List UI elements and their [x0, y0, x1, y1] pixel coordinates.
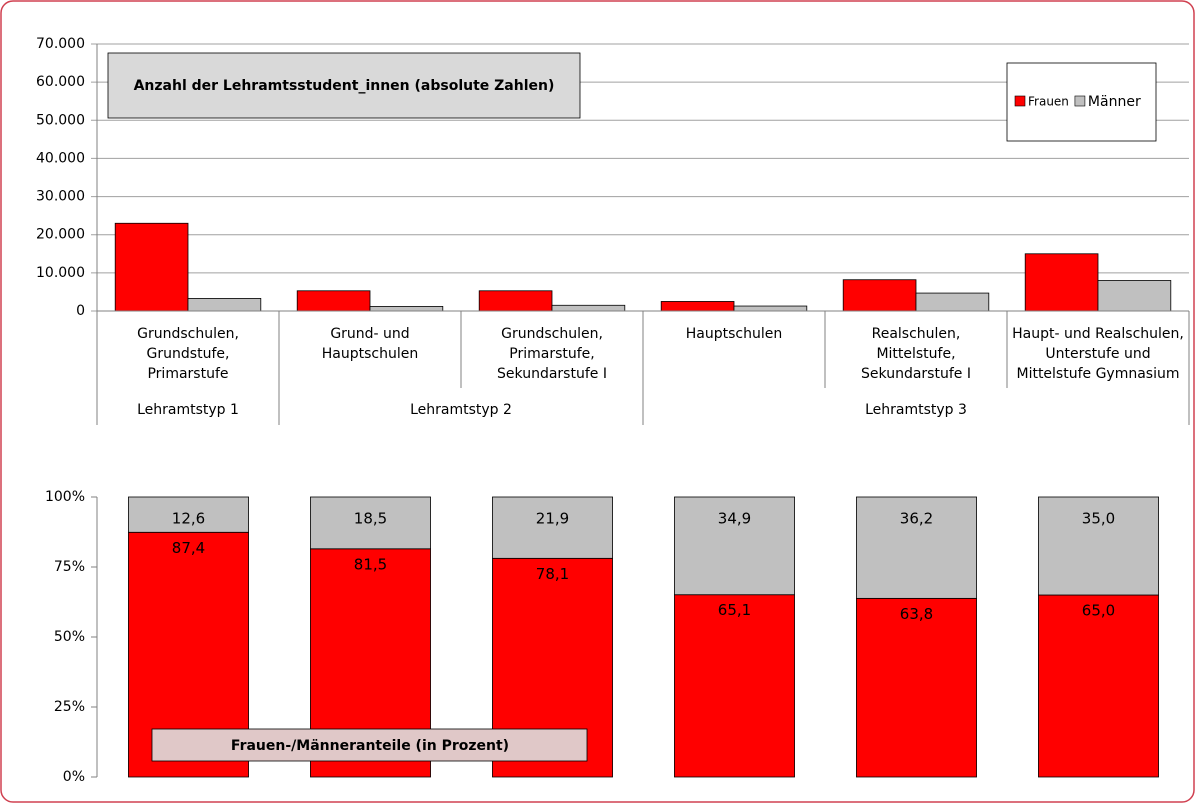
- legend-label: Männer: [1088, 94, 1141, 110]
- bar-segment: [856, 597, 977, 778]
- group-label: Lehramtstyp 1: [137, 402, 239, 418]
- data-label: 87,4: [172, 539, 205, 557]
- y-tick-label: 50.000: [36, 112, 85, 128]
- bar-segment: [1038, 496, 1159, 596]
- data-label: 34,9: [718, 510, 751, 528]
- group-label: Lehramtstyp 3: [865, 402, 967, 418]
- y-tick-label: 40.000: [36, 150, 85, 166]
- y-tick-label: 70.000: [36, 36, 85, 52]
- legend-swatch: [1014, 95, 1026, 107]
- y-tick-label: 30.000: [36, 189, 85, 205]
- data-label: 35,0: [1082, 510, 1115, 528]
- bar-segment: [674, 496, 795, 596]
- bar-segment: [492, 496, 613, 559]
- x-tick-label: Grundschulen, Primarstufe, Sekundarstufe I: [497, 326, 607, 382]
- x-tick-label: Realschulen, Mittelstufe, Sekundarstufe I: [861, 326, 971, 382]
- data-label: 36,2: [900, 510, 933, 528]
- y-tick-label: 0%: [63, 769, 85, 785]
- bar: [660, 301, 735, 312]
- bar-segment: [310, 496, 431, 550]
- bar-segment: [128, 496, 249, 533]
- data-label: 12,6: [172, 510, 205, 528]
- bar: [187, 298, 262, 312]
- y-tick-label: 0: [76, 303, 85, 319]
- bar-segment: [856, 496, 977, 599]
- bar: [1097, 280, 1172, 312]
- y-tick-label: 10.000: [36, 265, 85, 281]
- chart-title: Frauen-/Männeranteile (in Prozent): [231, 738, 509, 754]
- bar: [296, 290, 371, 312]
- x-tick-label: Grundschulen, Grundstufe, Primarstufe: [137, 326, 239, 382]
- data-label: 65,1: [718, 601, 751, 619]
- bar: [842, 279, 917, 312]
- legend-swatch: [1074, 95, 1086, 107]
- x-tick-label: Hauptschulen: [686, 326, 782, 342]
- bar: [733, 305, 808, 312]
- bar: [114, 222, 189, 312]
- title-box: [107, 52, 581, 119]
- data-label: 65,0: [1082, 602, 1115, 620]
- group-label: Lehramtstyp 2: [410, 402, 512, 418]
- bar: [478, 290, 553, 312]
- title-box: [151, 728, 588, 762]
- bar: [1024, 253, 1099, 312]
- chart-title: Anzahl der Lehramtsstudent_innen (absolu…: [134, 78, 555, 94]
- x-tick-label: Haupt- und Realschulen, Unterstufe und Mit…: [1012, 326, 1184, 382]
- bar-segment: [1038, 594, 1159, 778]
- y-tick-label: 20.000: [36, 227, 85, 243]
- y-tick-label: 100%: [45, 489, 85, 505]
- legend-label: Frauen: [1028, 95, 1069, 109]
- bar-segment: [674, 594, 795, 778]
- bar: [551, 304, 626, 312]
- y-tick-label: 50%: [54, 629, 85, 645]
- bar: [369, 306, 444, 312]
- y-tick-label: 60.000: [36, 74, 85, 90]
- data-label: 78,1: [536, 565, 569, 583]
- data-label: 63,8: [900, 605, 933, 623]
- bar: [915, 292, 990, 312]
- x-tick-label: Grund- und Hauptschulen: [322, 326, 418, 362]
- data-label: 81,5: [354, 555, 387, 573]
- data-label: 18,5: [354, 510, 387, 528]
- y-tick-label: 75%: [54, 559, 85, 575]
- data-label: 21,9: [536, 510, 569, 528]
- y-tick-label: 25%: [54, 699, 85, 715]
